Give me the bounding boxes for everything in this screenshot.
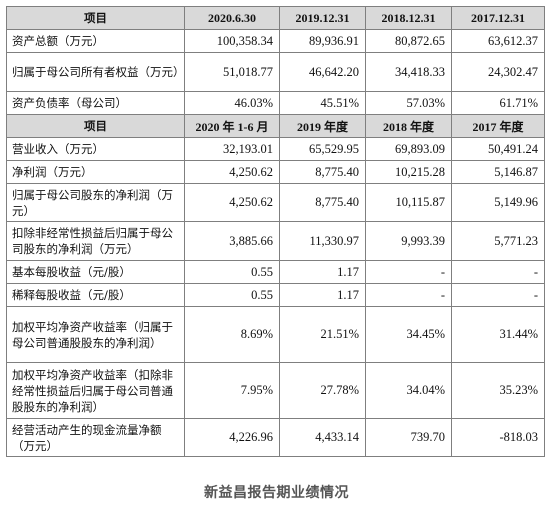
cell-value: 5,146.87 bbox=[451, 160, 545, 184]
row-label: 扣除非经常性损益后归属于母公司股东的净利润（万元） bbox=[6, 221, 185, 261]
financial-summary-table: 项目 2020.6.30 2019.12.31 2018.12.31 2017.… bbox=[6, 6, 545, 457]
cell-value: - bbox=[365, 283, 452, 307]
table-row: 经营活动产生的现金流量净额（万元） 4,226.96 4,433.14 739.… bbox=[6, 418, 545, 457]
cell-value: 5,149.96 bbox=[451, 183, 545, 222]
cell-value: 57.03% bbox=[365, 91, 452, 115]
header-2018-12-31: 2018.12.31 bbox=[365, 6, 452, 30]
cell-value: 61.71% bbox=[451, 91, 545, 115]
cell-value: 8.69% bbox=[184, 306, 280, 363]
cell-value: 24,302.47 bbox=[451, 52, 545, 92]
cell-value: 80,872.65 bbox=[365, 29, 452, 53]
cell-value: 0.55 bbox=[184, 283, 280, 307]
income-header-row: 项目 2020 年 1-6 月 2019 年度 2018 年度 2017 年度 bbox=[6, 114, 545, 138]
cell-value: 21.51% bbox=[279, 306, 366, 363]
cell-value: 3,885.66 bbox=[184, 221, 280, 261]
cell-value: 46.03% bbox=[184, 91, 280, 115]
row-label: 营业收入（万元） bbox=[6, 137, 185, 161]
row-label: 加权平均净资产收益率（归属于母公司普通股股东的净利润） bbox=[6, 306, 185, 363]
cell-value: 4,250.62 bbox=[184, 183, 280, 222]
header-2019-12-31: 2019.12.31 bbox=[279, 6, 366, 30]
header-2020-6-30: 2020.6.30 bbox=[184, 6, 280, 30]
cell-value: 100,358.34 bbox=[184, 29, 280, 53]
cell-value: 0.55 bbox=[184, 260, 280, 284]
cell-value: 34,418.33 bbox=[365, 52, 452, 92]
table-row: 营业收入（万元） 32,193.01 65,529.95 69,893.09 5… bbox=[6, 137, 545, 161]
table-row: 加权平均净资产收益率（扣除非经常性损益后归属于母公司普通股股东的净利润） 7.9… bbox=[6, 362, 545, 419]
cell-value: 45.51% bbox=[279, 91, 366, 115]
cell-value: 5,771.23 bbox=[451, 221, 545, 261]
cell-value: 10,115.87 bbox=[365, 183, 452, 222]
table-row: 扣除非经常性损益后归属于母公司股东的净利润（万元） 3,885.66 11,33… bbox=[6, 221, 545, 261]
cell-value: 35.23% bbox=[451, 362, 545, 419]
cell-value: 1.17 bbox=[279, 283, 366, 307]
cell-value: 7.95% bbox=[184, 362, 280, 419]
cell-value: - bbox=[451, 260, 545, 284]
cell-value: 27.78% bbox=[279, 362, 366, 419]
table-row: 资产负债率（母公司） 46.03% 45.51% 57.03% 61.71% bbox=[6, 91, 545, 115]
cell-value: - bbox=[451, 283, 545, 307]
balance-header-row: 项目 2020.6.30 2019.12.31 2018.12.31 2017.… bbox=[6, 6, 545, 30]
table-row: 基本每股收益（元/股） 0.55 1.17 - - bbox=[6, 260, 545, 284]
cell-value: 4,250.62 bbox=[184, 160, 280, 184]
table-row: 净利润（万元） 4,250.62 8,775.40 10,215.28 5,14… bbox=[6, 160, 545, 184]
cell-value: 65,529.95 bbox=[279, 137, 366, 161]
header-2017-fy: 2017 年度 bbox=[451, 114, 545, 138]
header-2019-fy: 2019 年度 bbox=[279, 114, 366, 138]
table-row: 加权平均净资产收益率（归属于母公司普通股股东的净利润） 8.69% 21.51%… bbox=[6, 306, 545, 363]
cell-value: 89,936.91 bbox=[279, 29, 366, 53]
cell-value: 8,775.40 bbox=[279, 160, 366, 184]
cell-value: 4,226.96 bbox=[184, 418, 280, 457]
header-2018-fy: 2018 年度 bbox=[365, 114, 452, 138]
cell-value: 69,893.09 bbox=[365, 137, 452, 161]
header-item: 项目 bbox=[6, 114, 185, 138]
table-row: 归属于母公司所有者权益（万元） 51,018.77 46,642.20 34,4… bbox=[6, 52, 545, 92]
cell-value: 11,330.97 bbox=[279, 221, 366, 261]
cell-value: - bbox=[365, 260, 452, 284]
cell-value: 1.17 bbox=[279, 260, 366, 284]
cell-value: 32,193.01 bbox=[184, 137, 280, 161]
cell-value: 8,775.40 bbox=[279, 183, 366, 222]
row-label: 稀释每股收益（元/股） bbox=[6, 283, 185, 307]
table-row: 稀释每股收益（元/股） 0.55 1.17 - - bbox=[6, 283, 545, 307]
header-2017-12-31: 2017.12.31 bbox=[451, 6, 545, 30]
cell-value: -818.03 bbox=[451, 418, 545, 457]
row-label: 资产负债率（母公司） bbox=[6, 91, 185, 115]
cell-value: 34.45% bbox=[365, 306, 452, 363]
cell-value: 63,612.37 bbox=[451, 29, 545, 53]
header-item: 项目 bbox=[6, 6, 185, 30]
row-label: 资产总额（万元） bbox=[6, 29, 185, 53]
row-label: 加权平均净资产收益率（扣除非经常性损益后归属于母公司普通股股东的净利润） bbox=[6, 362, 185, 419]
cell-value: 50,491.24 bbox=[451, 137, 545, 161]
cell-value: 9,993.39 bbox=[365, 221, 452, 261]
cell-value: 46,642.20 bbox=[279, 52, 366, 92]
header-2020-h1: 2020 年 1-6 月 bbox=[184, 114, 280, 138]
table-row: 资产总额（万元） 100,358.34 89,936.91 80,872.65 … bbox=[6, 29, 545, 53]
row-label: 归属于母公司所有者权益（万元） bbox=[6, 52, 185, 92]
cell-value: 4,433.14 bbox=[279, 418, 366, 457]
row-label: 净利润（万元） bbox=[6, 160, 185, 184]
row-label: 经营活动产生的现金流量净额（万元） bbox=[6, 418, 185, 457]
row-label: 归属于母公司股东的净利润（万元） bbox=[6, 183, 185, 222]
table-row: 归属于母公司股东的净利润（万元） 4,250.62 8,775.40 10,11… bbox=[6, 183, 545, 222]
cell-value: 10,215.28 bbox=[365, 160, 452, 184]
row-label: 基本每股收益（元/股） bbox=[6, 260, 185, 284]
cell-value: 739.70 bbox=[365, 418, 452, 457]
cell-value: 34.04% bbox=[365, 362, 452, 419]
table-caption: 新益昌报告期业绩情况 bbox=[204, 485, 349, 501]
cell-value: 51,018.77 bbox=[184, 52, 280, 92]
cell-value: 31.44% bbox=[451, 306, 545, 363]
